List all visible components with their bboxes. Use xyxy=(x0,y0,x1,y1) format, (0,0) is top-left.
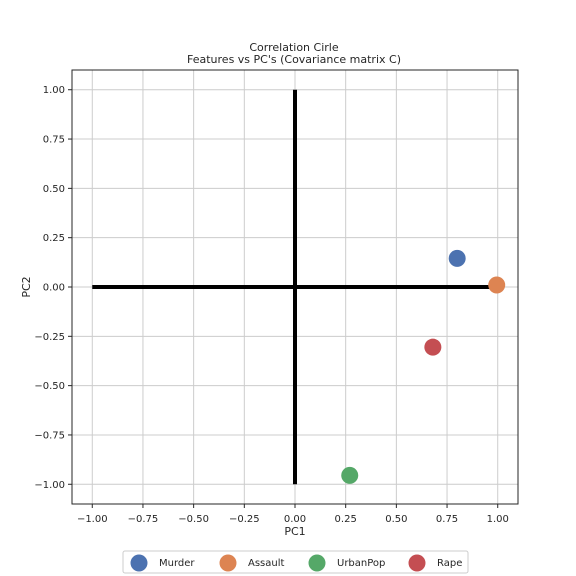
y-axis-ticks: −1.00 −0.75 −0.50 −0.25 0.00 0.25 0.50 0.75 1.00 xyxy=(34,85,72,491)
point-urbanpop xyxy=(341,466,359,484)
y-tick-label: −0.50 xyxy=(34,381,65,392)
legend-marker-murder xyxy=(130,554,148,572)
x-axis-ticks: −1.00 −0.75 −0.50 −0.25 0.00 0.25 0.50 0.75 1.00 xyxy=(77,504,509,525)
x-tick-label: −0.50 xyxy=(178,514,209,525)
reference-lines xyxy=(92,89,498,485)
legend: Murder Assault UrbanPop Rape xyxy=(122,550,469,574)
point-assault xyxy=(488,276,506,294)
data-points xyxy=(341,249,506,484)
point-rape xyxy=(424,338,442,356)
x-tick-label: 0.25 xyxy=(335,514,357,525)
x-tick-label: 0.00 xyxy=(284,514,306,525)
point-murder xyxy=(448,249,466,267)
y-tick-label: −1.00 xyxy=(34,480,65,491)
y-tick-label: 0.75 xyxy=(43,135,65,146)
y-tick-label: 0.50 xyxy=(43,184,65,195)
y-axis-label: PC2 xyxy=(20,276,33,297)
y-tick-label: 0.25 xyxy=(43,233,65,244)
legend-marker-rape xyxy=(408,554,426,572)
x-axis-label: PC1 xyxy=(284,525,305,538)
x-tick-label: −1.00 xyxy=(77,514,108,525)
y-tick-label: 0.00 xyxy=(43,283,65,294)
x-tick-label: −0.25 xyxy=(229,514,260,525)
x-tick-label: 0.75 xyxy=(436,514,458,525)
x-tick-label: 0.50 xyxy=(385,514,407,525)
y-tick-label: −0.75 xyxy=(34,430,65,441)
legend-frame xyxy=(122,550,469,574)
chart-subtitle: Features vs PC's (Covariance matrix C) xyxy=(187,53,401,66)
legend-marker-urbanpop xyxy=(308,554,326,572)
legend-label-assault: Assault xyxy=(248,558,285,569)
legend-label-rape: Rape xyxy=(437,558,462,569)
legend-marker-assault xyxy=(219,554,237,572)
y-tick-label: −0.25 xyxy=(34,332,65,343)
x-tick-label: −0.75 xyxy=(128,514,159,525)
legend-label-murder: Murder xyxy=(159,558,195,569)
x-tick-label: 1.00 xyxy=(487,514,509,525)
y-tick-label: 1.00 xyxy=(43,85,65,96)
legend-label-urbanpop: UrbanPop xyxy=(337,558,385,569)
chart-title: Correlation Cirle xyxy=(249,41,338,54)
